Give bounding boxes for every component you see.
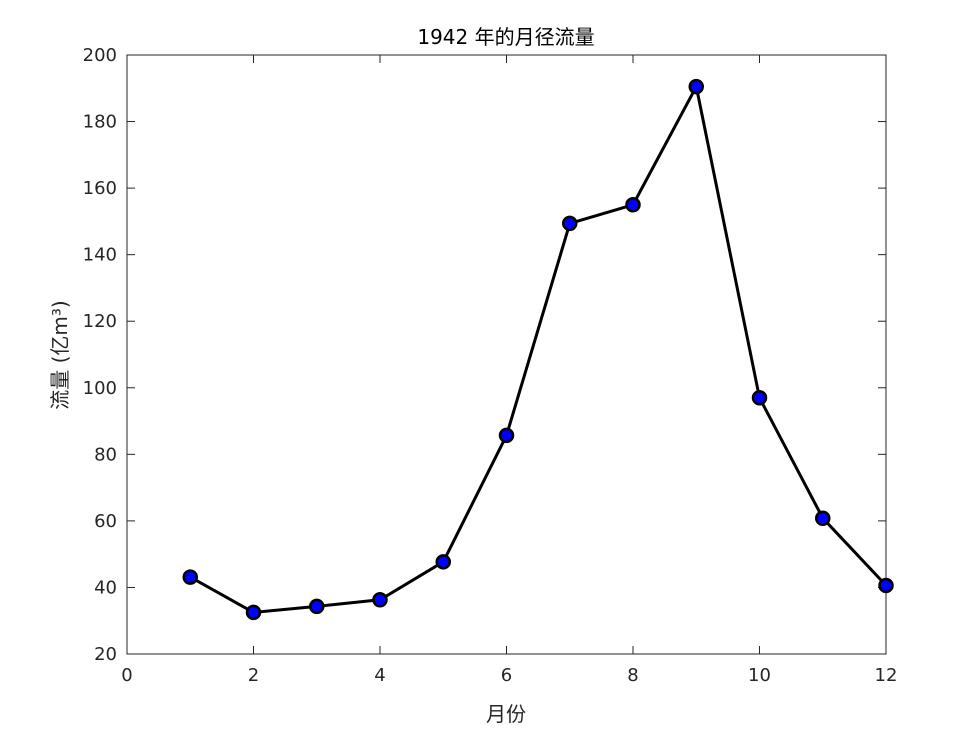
data-point [372,592,388,608]
x-tick-label: 4 [374,665,385,686]
y-tick-label: 120 [83,311,117,332]
x-tick-label: 12 [875,665,898,686]
y-tick-label: 180 [83,112,117,133]
x-tick-label: 6 [501,665,512,686]
y-tick-label: 20 [94,644,117,665]
data-point [245,604,262,621]
y-tick-label: 200 [83,45,117,66]
y-tick-label: 100 [83,378,117,399]
data-point [562,215,578,232]
x-tick-label: 8 [627,665,638,686]
y-tick-label: 160 [83,178,117,199]
data-point [435,554,451,570]
x-tick-label: 2 [248,665,259,686]
series-layer [182,78,894,621]
y-tick-label: 40 [94,577,117,598]
data-point [309,598,325,615]
series-line [189,85,888,614]
chart-title: 1942 年的月径流量 [417,25,594,49]
axes: 0 2 4 6 8 10 12 20 40 60 80 100 120 140 160 180 200 [83,45,898,686]
data-point [688,78,704,95]
axes-box [126,54,887,655]
data-point [182,569,198,585]
y-tick-label: 140 [83,245,117,266]
x-tick-label: 0 [121,665,132,686]
data-point [878,577,894,594]
x-tick-label: 10 [748,665,771,686]
plot-area [127,55,886,654]
y-tick-label: 60 [94,511,117,532]
data-point [815,510,831,526]
y-tick-label: 80 [94,444,117,465]
data-point [498,427,515,444]
data-point [625,197,641,213]
data-point [751,390,768,406]
y-axis-title: 流量 (亿m³) [48,300,72,409]
x-axis-title: 月份 [486,702,526,726]
